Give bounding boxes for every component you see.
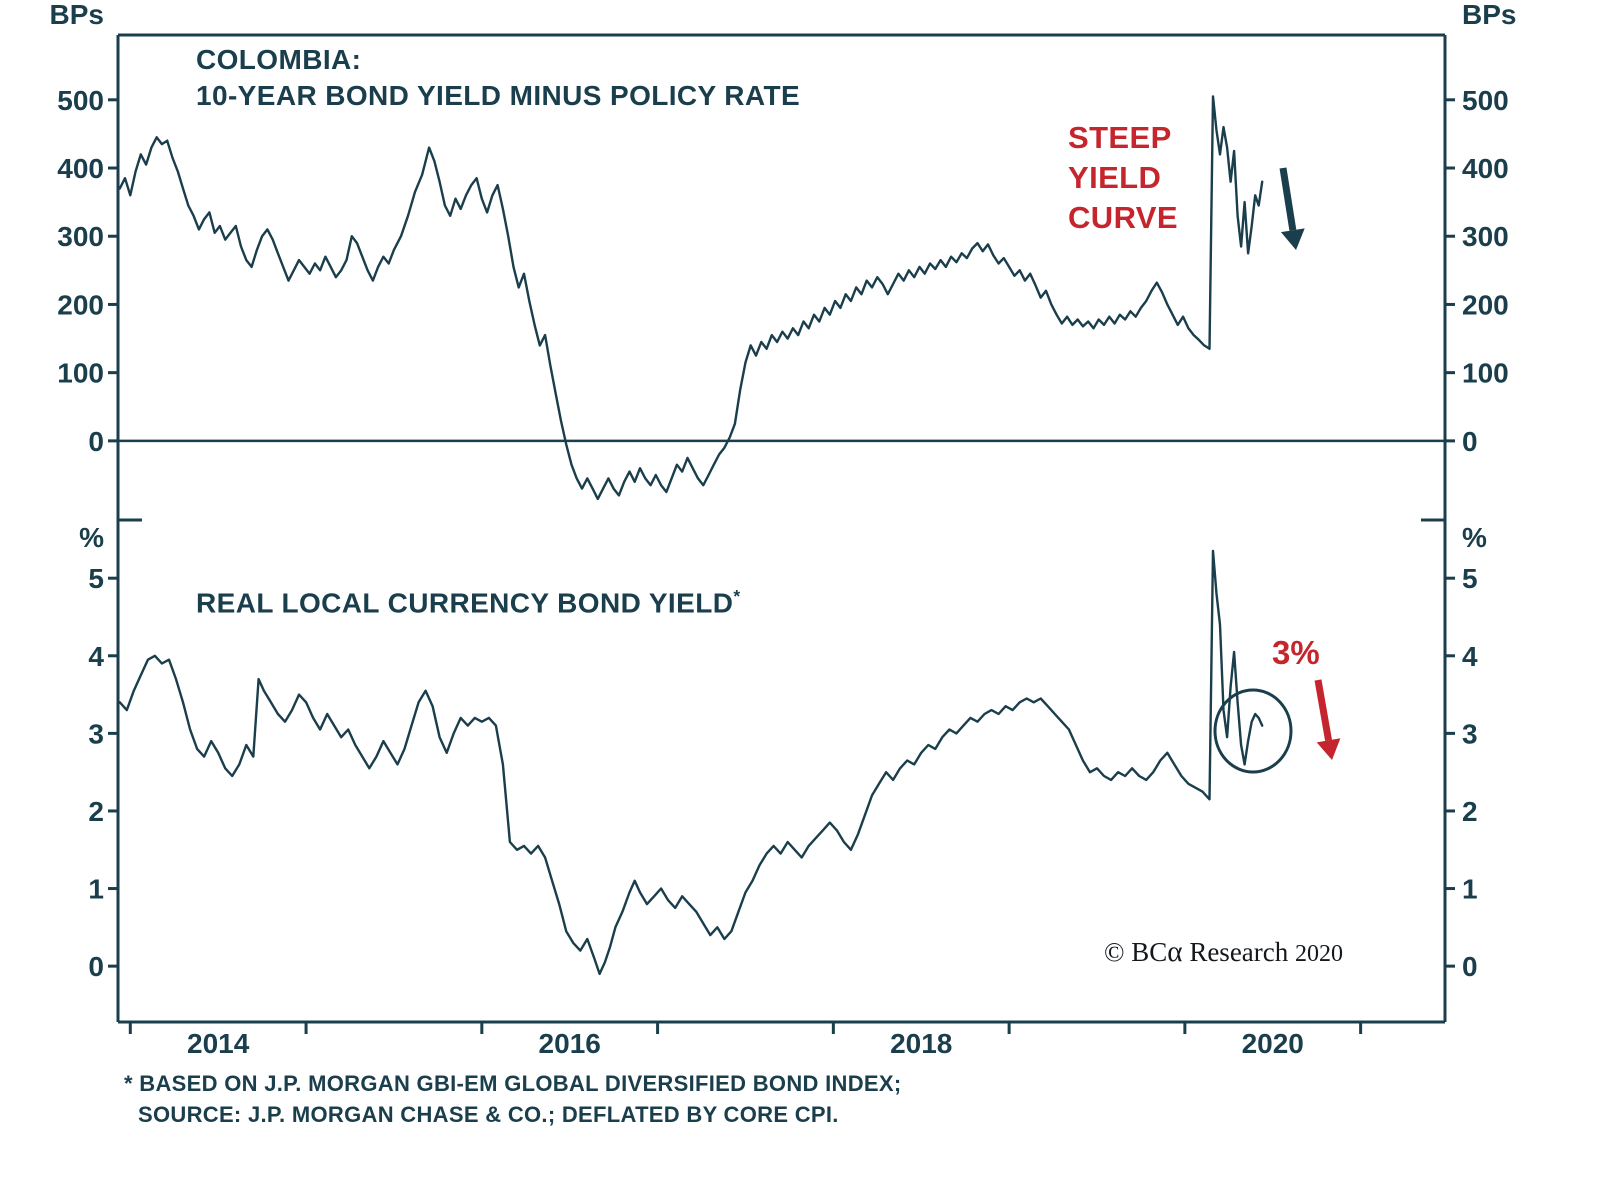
- x-tick-label: 2018: [890, 1028, 952, 1059]
- top-chart-title-line2: 10-YEAR BOND YIELD MINUS POLICY RATE: [196, 80, 801, 111]
- y-tick-label-left-real_yield: 0: [88, 951, 104, 982]
- y-tick-label-right-spread: 500: [1462, 85, 1509, 116]
- bottom-chart-title-asterisk: *: [733, 586, 741, 606]
- y-tick-label-right-real_yield: 5: [1462, 563, 1478, 594]
- x-tick-label: 2016: [539, 1028, 601, 1059]
- y-tick-label-left-real_yield: 1: [88, 874, 104, 905]
- footnote-line2: SOURCE: J.P. MORGAN CHASE & CO.; DEFLATE…: [138, 1102, 839, 1127]
- credit-name: Research: [1182, 937, 1296, 967]
- bottom-chart-title-text: REAL LOCAL CURRENCY BOND YIELD: [196, 587, 734, 619]
- steep-curve-down-arrow-icon: [1279, 167, 1297, 231]
- y-tick-label-left-spread: 400: [57, 153, 104, 184]
- y-tick-label-right-real_yield: 1: [1462, 874, 1478, 905]
- y-axis-unit-left-real_yield: %: [79, 522, 104, 553]
- credit-year: 2020: [1295, 941, 1344, 967]
- y-tick-label-right-spread: 100: [1462, 358, 1509, 389]
- y-tick-label-left-spread: 0: [88, 426, 104, 457]
- circle-highlight-annotation: [1213, 688, 1293, 774]
- y-tick-label-left-real_yield: 4: [88, 641, 104, 672]
- credit-alpha-glyph: α: [1167, 936, 1183, 968]
- steep-annotation-line1: STEEP: [1068, 120, 1172, 155]
- y-tick-label-right-real_yield: 0: [1462, 951, 1478, 982]
- top-chart-title-line1: COLOMBIA:: [196, 44, 362, 75]
- x-tick-label: 2020: [1242, 1028, 1304, 1059]
- y-tick-label-right-real_yield: 3: [1462, 718, 1478, 749]
- y-tick-label-right-spread: 300: [1462, 221, 1509, 252]
- steep-curve-down-arrow-icon-head: [1281, 228, 1305, 250]
- bottom-chart-title: REAL LOCAL CURRENCY BOND YIELD*: [196, 586, 740, 619]
- credit-prefix: © BC: [1104, 937, 1168, 967]
- y-tick-label-left-spread: 500: [57, 85, 104, 116]
- footnote-line1: * BASED ON J.P. MORGAN GBI-EM GLOBAL DIV…: [124, 1071, 902, 1096]
- bca-research-credit: © BCα Research 2020: [1104, 936, 1343, 969]
- series-line-spread: [118, 95, 1264, 501]
- y-axis-unit-right-real_yield: %: [1462, 522, 1487, 553]
- y-tick-label-right-real_yield: 2: [1462, 796, 1478, 827]
- y-axis-unit-right-spread: BPs: [1462, 0, 1516, 30]
- y-tick-label-right-real_yield: 4: [1462, 641, 1478, 672]
- y-tick-label-left-real_yield: 3: [88, 718, 104, 749]
- steep-yield-curve-annotation: STEEP YIELD CURVE: [1068, 118, 1178, 238]
- footnote: * BASED ON J.P. MORGAN GBI-EM GLOBAL DIV…: [124, 1068, 901, 1130]
- x-tick-label: 2014: [187, 1028, 250, 1059]
- y-tick-label-right-spread: 0: [1462, 426, 1478, 457]
- y-tick-label-right-spread: 400: [1462, 153, 1509, 184]
- top-chart-title: COLOMBIA: 10-YEAR BOND YIELD MINUS POLIC…: [196, 42, 800, 114]
- steep-annotation-line2: YIELD: [1068, 160, 1162, 195]
- y-tick-label-left-spread: 300: [57, 221, 104, 252]
- y-tick-label-left-real_yield: 5: [88, 563, 104, 594]
- series-line-real_yield: [118, 549, 1264, 976]
- steep-annotation-line3: CURVE: [1068, 200, 1178, 235]
- y-tick-label-left-spread: 200: [57, 289, 104, 320]
- three-percent-down-arrow-icon-head: [1316, 738, 1341, 760]
- three-percent-down-arrow-icon: [1314, 679, 1332, 741]
- three-percent-annotation: 3%: [1272, 634, 1320, 671]
- y-tick-label-right-spread: 200: [1462, 289, 1509, 320]
- y-tick-label-left-real_yield: 2: [88, 796, 104, 827]
- y-tick-label-left-spread: 100: [57, 358, 104, 389]
- y-axis-unit-left-spread: BPs: [50, 0, 104, 30]
